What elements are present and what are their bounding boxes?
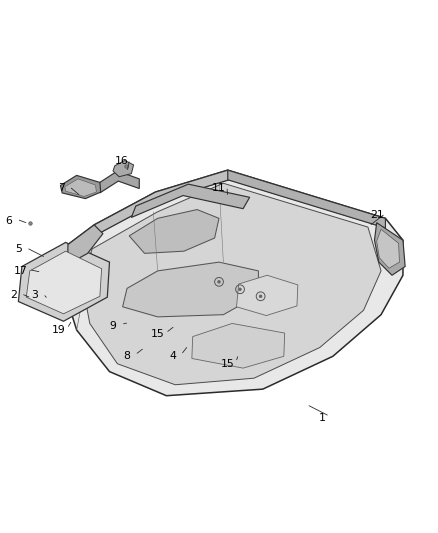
Polygon shape [26, 251, 102, 314]
Polygon shape [68, 225, 103, 264]
Text: 2: 2 [10, 290, 17, 300]
Text: 15: 15 [151, 329, 165, 340]
Polygon shape [192, 324, 285, 368]
Text: 19: 19 [52, 325, 66, 335]
Polygon shape [113, 160, 134, 177]
Polygon shape [237, 275, 298, 316]
Polygon shape [377, 229, 399, 268]
Circle shape [217, 280, 221, 284]
Text: 16: 16 [115, 156, 129, 166]
Polygon shape [94, 170, 232, 233]
Text: 4: 4 [170, 351, 177, 361]
Text: 3: 3 [32, 290, 39, 300]
Circle shape [238, 287, 242, 291]
Text: 8: 8 [124, 351, 131, 361]
Polygon shape [374, 223, 405, 275]
Text: 1: 1 [318, 413, 325, 423]
Polygon shape [131, 184, 250, 217]
Text: 17: 17 [14, 266, 28, 276]
Polygon shape [65, 179, 96, 197]
Polygon shape [60, 175, 101, 199]
Text: 6: 6 [5, 215, 12, 225]
Polygon shape [82, 183, 381, 385]
Polygon shape [129, 209, 219, 253]
Polygon shape [99, 171, 139, 193]
Text: 9: 9 [110, 321, 117, 330]
Text: 21: 21 [371, 210, 385, 220]
Text: 15: 15 [221, 359, 235, 369]
Text: 7: 7 [58, 183, 65, 192]
Polygon shape [123, 262, 258, 317]
Text: 11: 11 [212, 183, 226, 192]
Text: 5: 5 [15, 244, 22, 254]
Polygon shape [228, 170, 385, 228]
Polygon shape [18, 243, 110, 321]
Polygon shape [64, 170, 403, 395]
Circle shape [259, 295, 262, 298]
